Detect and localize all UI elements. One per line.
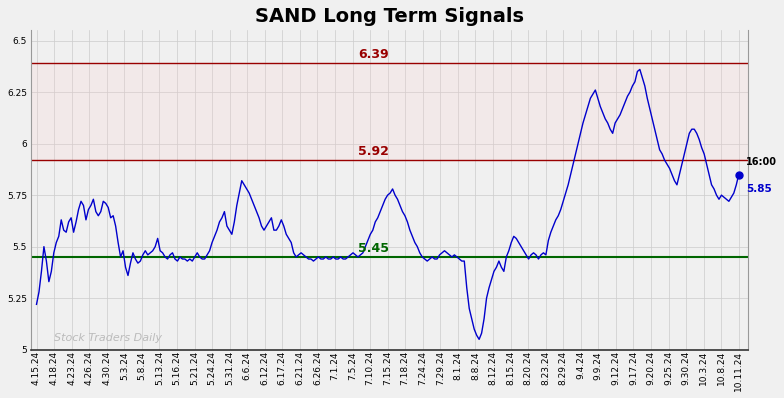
Text: 5.85: 5.85 bbox=[746, 184, 771, 194]
Bar bbox=[31, 63, 748, 160]
Title: SAND Long Term Signals: SAND Long Term Signals bbox=[255, 7, 524, 26]
Text: 5.45: 5.45 bbox=[358, 242, 389, 255]
Text: 16:00: 16:00 bbox=[746, 157, 777, 167]
Text: Stock Traders Daily: Stock Traders Daily bbox=[54, 334, 162, 343]
Text: 6.39: 6.39 bbox=[358, 48, 389, 61]
Text: 5.92: 5.92 bbox=[358, 145, 389, 158]
